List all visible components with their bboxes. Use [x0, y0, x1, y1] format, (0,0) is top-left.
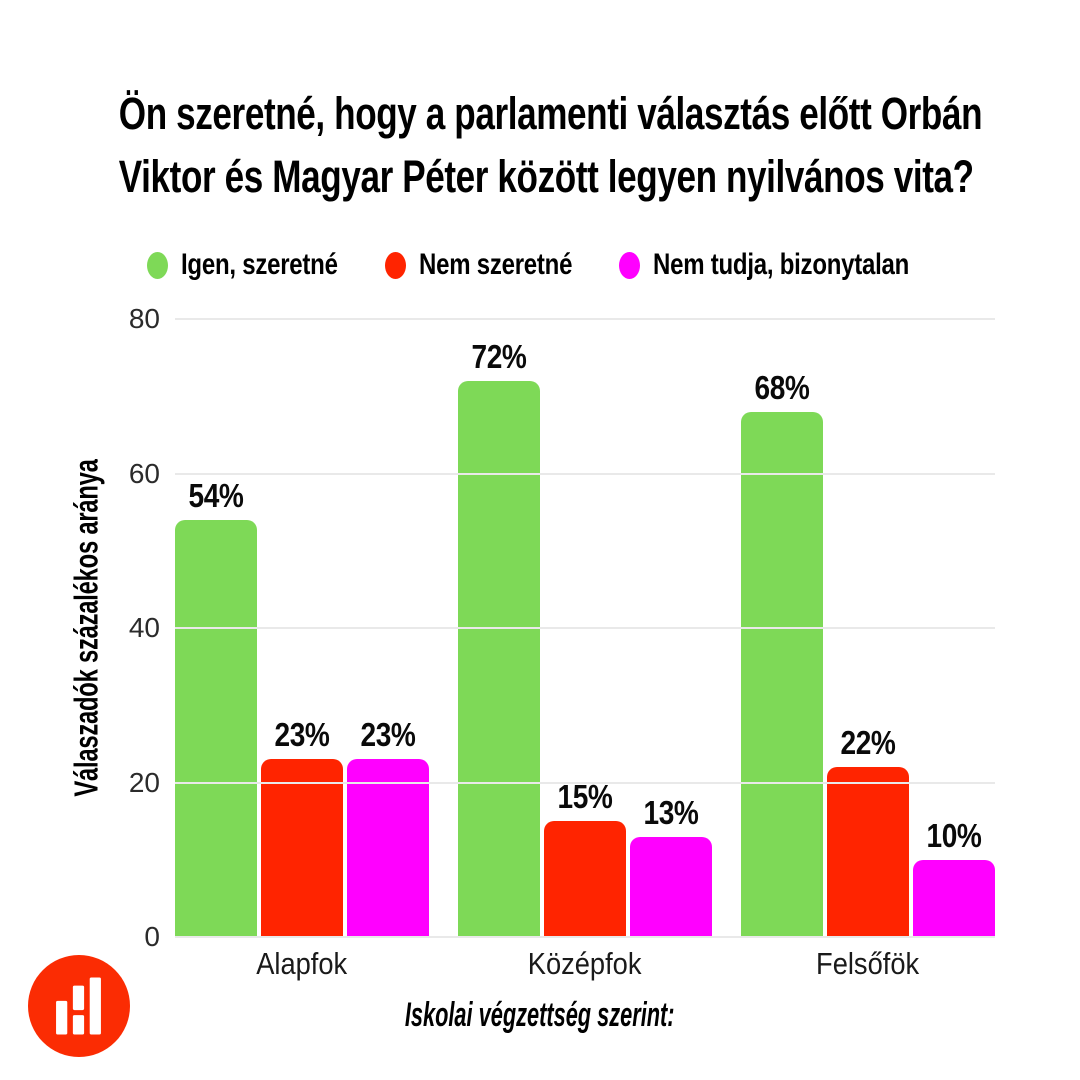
legend-item: Nem szeretné [385, 248, 573, 282]
bar-value-label: 13% [643, 793, 699, 831]
chart-title-line2: Viktor és Magyar Péter között legyen nyi… [118, 151, 974, 202]
bar: 54% [175, 477, 257, 937]
bar: 68% [741, 369, 823, 937]
legend-label: Igen, szeretné [181, 248, 338, 281]
legend-label: Nem szeretné [419, 248, 573, 281]
gridline [175, 318, 995, 320]
bar-value-label: 22% [840, 724, 896, 762]
bar: 13% [630, 794, 712, 937]
bar-value-label: 10% [926, 816, 982, 854]
bar-value-label: 23% [274, 716, 330, 754]
chart-title: Ön szeretné, hogy a parlamenti választás… [0, 82, 1080, 208]
bar: 23% [347, 716, 429, 937]
bar-group: 68% 22% 10% [741, 319, 995, 937]
legend-dot-icon [385, 251, 407, 279]
legend-dot-icon [618, 251, 640, 279]
gridline [175, 627, 995, 629]
bar: 10% [913, 817, 995, 937]
y-tick-label: 40 [128, 612, 160, 643]
y-tick-label: 20 [128, 766, 160, 798]
legend: Igen, szeretné Nem szeretné Nem tudja, biz… [0, 248, 1080, 282]
plot-area: 54% 23% 23% 72% 15% 13% 68% 22% 10% 0 20 40 60 80 [129, 303, 995, 952]
gridline [175, 781, 995, 784]
bar-value-label: 68% [754, 368, 810, 406]
x-category-label: Középfok [528, 946, 642, 981]
legend-dot-icon [147, 251, 169, 279]
legend-label: Nem tudja, bizonytalan [652, 248, 909, 281]
chart-title-line1: Ön szeretné, hogy a parlamenti választás… [118, 88, 983, 139]
y-tick-label: 0 [144, 921, 160, 952]
bar-chart-logo-icon [28, 955, 130, 1057]
x-axis-title: Iskolai végzettség szerint: [405, 996, 675, 1034]
bar: 22% [827, 724, 909, 937]
bar-value-label: 72% [471, 337, 527, 375]
bar-group: 54% 23% 23% [175, 319, 429, 937]
x-category-label: Felsőfök [816, 946, 920, 981]
y-tick-label: 80 [128, 303, 160, 334]
bar: 15% [544, 778, 626, 937]
legend-item: Igen, szeretné [147, 248, 338, 282]
gridline [175, 472, 995, 475]
y-tick-label: 60 [128, 457, 160, 489]
bar-value-label: 54% [188, 476, 244, 514]
bar-value-label: 23% [360, 716, 416, 754]
bar-chart-logo [28, 955, 130, 1057]
bar: 72% [458, 338, 540, 937]
bar: 23% [261, 716, 343, 937]
x-category-label: Alapfok [256, 946, 348, 981]
legend-item: Nem tudja, bizonytalan [618, 248, 933, 282]
gridline [175, 936, 995, 938]
bar-value-label: 15% [557, 778, 613, 816]
y-axis-title: Válaszadók százalékos aránya [67, 459, 104, 797]
x-axis-labels: Alapfok Középfok Felsőfök [175, 946, 995, 982]
